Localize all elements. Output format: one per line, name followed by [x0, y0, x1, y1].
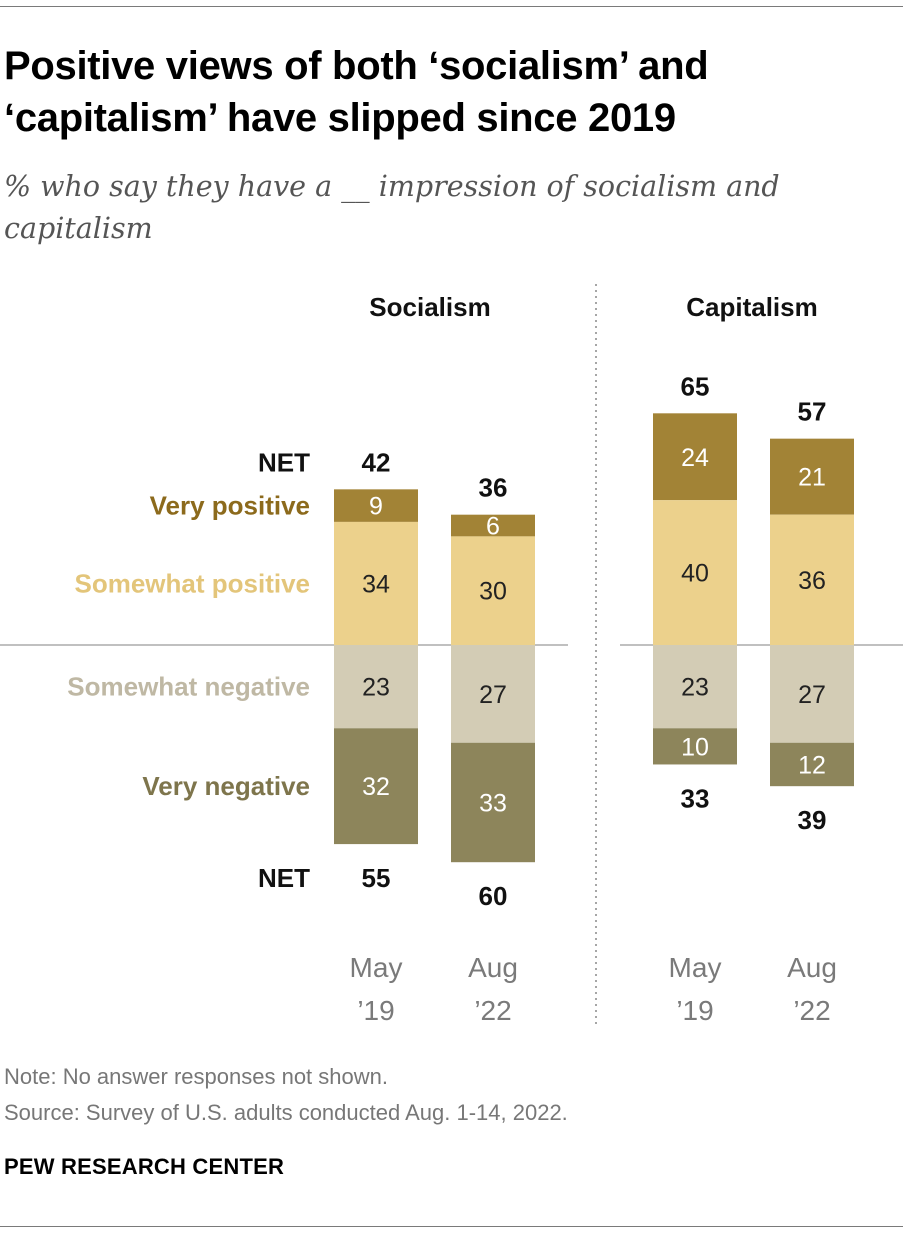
bar-socialism-0-very-negative — [334, 728, 418, 845]
net-negative-capitalism-0: 33 — [681, 783, 710, 813]
x-tick-label-socialism-0-1: ’19 — [357, 995, 394, 1026]
bar-capitalism-0-somewhat-negative — [653, 645, 737, 729]
x-tick-label-capitalism-0-1: ’19 — [676, 995, 713, 1026]
bar-capitalism-1-somewhat-negative — [770, 645, 854, 743]
legend-label-very-positive: Very positive — [150, 491, 310, 521]
net-positive-socialism-1: 36 — [479, 473, 508, 503]
stacked-bar-chart: Socialism 9 34 23 32 42 55 May ’19 6 30 27 33 36 60 Aug… — [0, 284, 903, 1026]
value-label-capitalism-1-very-positive: 21 — [798, 464, 826, 492]
value-label-capitalism-0-somewhat-negative: 23 — [681, 674, 709, 702]
panel-title-socialism: Socialism — [369, 292, 490, 322]
bar-socialism-1-very-negative — [451, 742, 535, 863]
x-tick-label-socialism-1-0: Aug — [468, 952, 518, 983]
x-tick-label-socialism-0-0: May — [350, 952, 403, 983]
bar-socialism-0-somewhat-positive — [334, 521, 418, 645]
value-label-capitalism-0-somewhat-positive: 40 — [681, 560, 709, 588]
x-tick-label-capitalism-1-1: ’22 — [793, 995, 830, 1026]
bar-socialism-1-somewhat-positive — [451, 536, 535, 645]
chart-title: Positive views of both ‘socialism’ and ‘… — [4, 44, 709, 140]
chart-source: Source: Survey of U.S. adults conducted … — [4, 1100, 568, 1125]
bar-capitalism-0-somewhat-positive — [653, 500, 737, 645]
bar-socialism-1-very-positive — [451, 514, 535, 537]
value-label-capitalism-1-somewhat-negative: 27 — [798, 681, 826, 709]
legend-label-somewhat-negative: Somewhat negative — [67, 672, 310, 702]
bar-capitalism-1-very-negative — [770, 742, 854, 787]
top-rule — [0, 6, 903, 7]
bar-capitalism-0-very-positive — [653, 413, 737, 501]
net-label-negative: NET — [258, 863, 310, 893]
value-label-socialism-1-very-negative: 33 — [479, 789, 507, 817]
bar-socialism-0-somewhat-negative — [334, 645, 418, 729]
net-negative-capitalism-1: 39 — [798, 805, 827, 835]
chart-note: Note: No answer responses not shown. — [4, 1064, 388, 1089]
legend-label-very-negative: Very negative — [142, 771, 310, 801]
net-label-positive: NET — [258, 447, 310, 477]
value-label-socialism-1-somewhat-positive: 30 — [479, 578, 507, 606]
value-label-capitalism-0-very-positive: 24 — [681, 444, 709, 472]
bar-capitalism-1-somewhat-positive — [770, 514, 854, 645]
value-label-capitalism-1-somewhat-positive: 36 — [798, 567, 826, 595]
bar-capitalism-0-very-negative — [653, 728, 737, 765]
value-label-socialism-0-somewhat-positive: 34 — [362, 570, 390, 598]
value-label-socialism-0-very-negative: 32 — [362, 773, 390, 801]
net-positive-capitalism-0: 65 — [681, 371, 710, 401]
value-label-capitalism-1-very-negative: 12 — [798, 751, 826, 779]
net-positive-socialism-0: 42 — [362, 447, 391, 477]
legend-label-somewhat-positive: Somewhat positive — [75, 568, 311, 598]
pew-research-center-logo: PEW RESEARCH CENTER — [4, 1154, 285, 1179]
value-label-socialism-0-somewhat-negative: 23 — [362, 674, 390, 702]
bar-capitalism-1-very-positive — [770, 438, 854, 515]
x-tick-label-capitalism-1-0: Aug — [787, 952, 837, 983]
value-label-socialism-1-somewhat-negative: 27 — [479, 681, 507, 709]
value-label-capitalism-0-very-negative: 10 — [681, 733, 709, 761]
bar-socialism-0-very-positive — [334, 489, 418, 522]
bar-socialism-1-somewhat-negative — [451, 645, 535, 743]
x-tick-label-socialism-1-1: ’22 — [474, 995, 511, 1026]
x-tick-label-capitalism-0-0: May — [669, 952, 722, 983]
panel-title-capitalism: Capitalism — [686, 292, 818, 322]
net-positive-capitalism-1: 57 — [798, 397, 827, 427]
net-negative-socialism-0: 55 — [362, 863, 391, 893]
net-negative-socialism-1: 60 — [479, 881, 508, 911]
value-label-socialism-1-very-positive: 6 — [486, 513, 500, 541]
bottom-rule — [0, 1226, 903, 1227]
chart-subtitle: % who say they have a __ impression of s… — [4, 170, 780, 245]
value-label-socialism-0-very-positive: 9 — [369, 493, 383, 521]
